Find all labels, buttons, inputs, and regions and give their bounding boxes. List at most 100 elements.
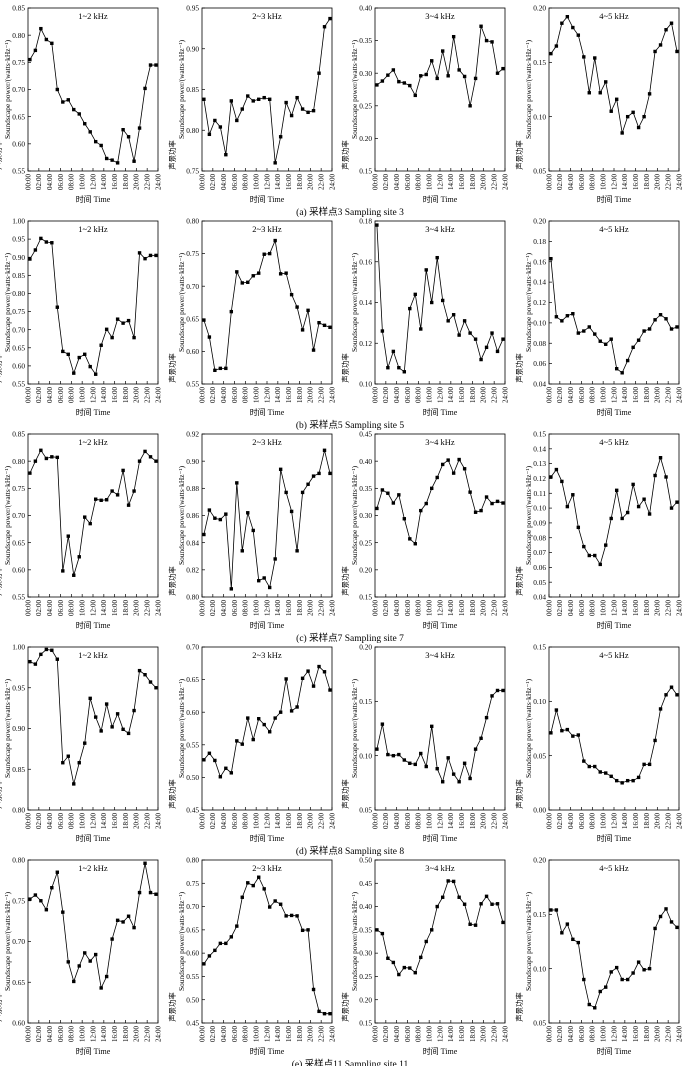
y-tick-label: 0.10 — [533, 964, 546, 973]
data-point — [240, 742, 244, 746]
x-tick-label: 16:00 — [458, 600, 466, 616]
data-point — [375, 747, 379, 751]
y-axis-label: Soundscape power/(watts·kHz⁻¹) — [3, 252, 12, 352]
panel-title: 2~3 kHz — [252, 11, 282, 21]
x-tick-label: 18:00 — [469, 387, 477, 403]
x-tick-label: 24:00 — [501, 174, 509, 190]
data-point — [289, 509, 294, 514]
data-point — [462, 74, 467, 79]
data-point — [93, 372, 98, 376]
data-point — [501, 66, 505, 71]
x-tick-label: 18:00 — [643, 813, 651, 829]
x-tick-label: 22:00 — [665, 387, 673, 403]
data-point — [72, 979, 76, 984]
data-point — [77, 555, 81, 559]
data-point — [549, 731, 553, 735]
x-tick-label: 06:00 — [231, 1026, 239, 1042]
data-point — [61, 349, 65, 354]
x-tick-label: 16:00 — [632, 174, 640, 190]
data-point — [284, 100, 288, 105]
data-point — [44, 908, 49, 912]
data-point — [424, 764, 428, 769]
chart-panel: 4~5 kHz 0.05 0.10 0.15 0.20 00:00 02:00 04:00 06… — [515, 856, 683, 1056]
x-tick-label: 10:00 — [253, 387, 261, 403]
x-tick-label: 22:00 — [491, 1026, 499, 1042]
data-point — [251, 737, 255, 742]
y-tick-label: 0.80 — [186, 856, 199, 865]
data-point — [587, 91, 591, 95]
chart-panel: 3~4 kHz 0.15 0.20 0.25 0.30 0.35 0.40 00:00 02:0… — [341, 4, 509, 204]
x-tick-label: 14:00 — [100, 813, 108, 829]
x-tick-label: 16:00 — [111, 813, 119, 829]
data-point — [462, 902, 467, 906]
data-point — [402, 370, 407, 374]
data-point — [560, 21, 564, 25]
y-tick-label: 0.65 — [12, 538, 25, 547]
data-point — [33, 459, 38, 463]
y-tick-label: 0.30 — [359, 949, 372, 958]
x-tick-label: 08:00 — [415, 174, 423, 190]
x-tick-label: 04:00 — [567, 387, 575, 403]
x-tick-label: 10:00 — [253, 174, 261, 190]
data-point — [571, 734, 575, 738]
data-point — [143, 673, 147, 677]
data-point — [397, 972, 401, 977]
x-tick-label: 16:00 — [285, 1026, 293, 1042]
plot-frame — [374, 220, 506, 385]
data-point — [295, 305, 299, 309]
data-point — [77, 964, 81, 968]
data-point — [66, 754, 70, 758]
data-point — [582, 55, 586, 59]
panel-title: 3~4 kHz — [425, 437, 455, 447]
series-line — [203, 876, 330, 1015]
panel-title: 4~5 kHz — [599, 224, 629, 234]
data-point — [484, 38, 489, 43]
x-tick-label: 14:00 — [274, 600, 282, 616]
series-line — [376, 458, 504, 545]
data-point — [148, 680, 153, 684]
data-point — [218, 941, 223, 946]
data-point — [430, 59, 434, 63]
data-point — [295, 705, 299, 709]
x-tick-label: 24:00 — [501, 600, 509, 616]
data-point — [137, 668, 142, 673]
data-point — [413, 93, 417, 98]
x-tick-label: 06:00 — [57, 1026, 65, 1042]
y-tick-label: 0.14 — [533, 444, 546, 453]
data-point — [664, 317, 668, 321]
data-point — [625, 358, 630, 363]
y-tick-label: 0.75 — [186, 879, 199, 888]
y-axis-label: Soundscape power/(watts·kHz⁻¹) — [350, 252, 359, 352]
data-point — [462, 761, 467, 765]
x-tick-label: 06:00 — [231, 600, 239, 616]
data-point — [675, 500, 679, 504]
data-point — [317, 471, 321, 476]
y-tick-label: 0.90 — [12, 724, 25, 733]
data-point — [88, 521, 92, 526]
data-point — [593, 764, 597, 769]
y-tick-label: 0.15 — [533, 430, 546, 439]
data-point — [375, 506, 379, 511]
data-point — [647, 512, 652, 516]
chart-panel: 1~2 kHz 0.80 0.85 0.90 0.95 1.00 00:00 02:00 04:… — [0, 643, 162, 843]
panel-title: 3~4 kHz — [425, 224, 455, 234]
data-point — [121, 920, 125, 924]
x-tick-label: 00:00 — [545, 174, 553, 190]
x-tick-label: 16:00 — [458, 813, 466, 829]
data-point — [419, 508, 423, 513]
x-tick-label: 18:00 — [296, 387, 304, 403]
data-point — [148, 455, 153, 459]
data-point — [110, 335, 114, 340]
x-tick-label: 02:00 — [382, 387, 390, 403]
x-tick-label: 06:00 — [578, 813, 586, 829]
data-point — [560, 319, 564, 323]
data-point — [408, 83, 412, 88]
data-point — [669, 920, 674, 924]
x-tick-label: 02:00 — [209, 174, 217, 190]
data-point — [224, 153, 228, 157]
data-point — [625, 114, 630, 119]
y-axis-label: Soundscape power/(watts·kHz⁻¹) — [524, 891, 533, 991]
data-point — [72, 573, 76, 577]
x-axis-label: 时间 Time — [597, 833, 632, 843]
x-tick-label: 00:00 — [545, 600, 553, 616]
